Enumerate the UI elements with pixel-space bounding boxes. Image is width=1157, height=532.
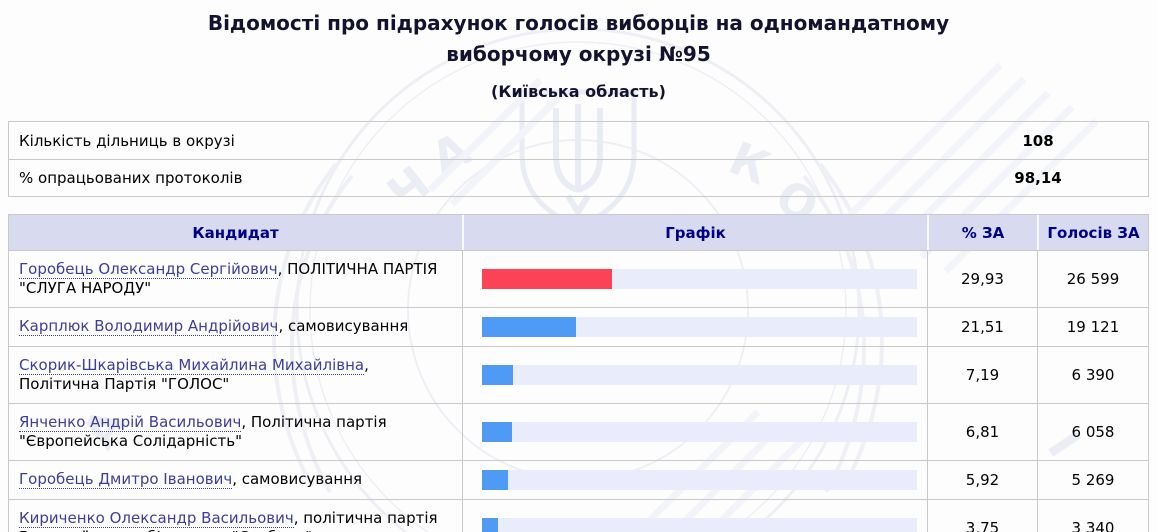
percent-cell: 7,19 <box>927 347 1037 403</box>
candidate-row: Горобець Дмитро Іванович, самовисування … <box>9 460 1148 499</box>
vote-bar-track <box>482 422 917 442</box>
candidate-row: Янченко Андрій Васильович, Політична пар… <box>9 403 1148 460</box>
vote-bar <box>482 470 508 490</box>
candidate-cell: Янченко Андрій Васильович, Політична пар… <box>9 404 462 460</box>
summary-row-protocols: % опрацьованих протоколів 98,14 <box>9 159 1148 196</box>
candidate-row: Горобець Олександр Сергійович, ПОЛІТИЧНА… <box>9 250 1148 307</box>
graph-cell <box>462 347 927 403</box>
candidate-cell: Горобець Олександр Сергійович, ПОЛІТИЧНА… <box>9 251 462 307</box>
summary-value: 98,14 <box>1014 169 1062 187</box>
candidate-row: Кириченко Олександр Васильович, політичн… <box>9 499 1148 532</box>
candidate-link[interactable]: Кириченко Олександр Васильович <box>19 509 294 528</box>
votes-cell: 5 269 <box>1037 461 1148 499</box>
column-header-candidate: Кандидат <box>192 223 279 242</box>
vote-bar <box>482 269 613 289</box>
summary-row-precincts: Кількість дільниць в окрузі 108 <box>9 122 1148 159</box>
results-table: Кандидат Графік % ЗА Голосів ЗА Горобець… <box>8 214 1149 532</box>
vote-bar-track <box>482 470 917 490</box>
votes-cell: 19 121 <box>1037 308 1148 346</box>
vote-bar <box>482 422 512 442</box>
graph-cell <box>462 500 927 532</box>
candidate-party: , самовисування <box>278 317 409 335</box>
vote-bar-track <box>482 317 917 337</box>
candidate-row: Скорик-Шкарівська Михайлина Михайлівна, … <box>9 346 1148 403</box>
summary-value: 108 <box>1022 131 1054 150</box>
graph-cell <box>462 404 927 460</box>
votes-cell: 6 058 <box>1037 404 1148 460</box>
graph-cell <box>462 461 927 499</box>
vote-bar <box>482 518 499 532</box>
candidate-link[interactable]: Скорик-Шкарівська Михайлина Михайлівна <box>19 356 365 375</box>
candidate-cell: Кириченко Олександр Васильович, політичн… <box>9 500 462 532</box>
graph-cell <box>462 251 927 307</box>
candidate-cell: Скорик-Шкарівська Михайлина Михайлівна, … <box>9 347 462 403</box>
summary-label: Кількість дільниць в окрузі <box>19 131 235 150</box>
column-header-graph: Графік <box>462 215 927 250</box>
candidate-link[interactable]: Янченко Андрій Васильович <box>19 413 242 432</box>
percent-cell: 21,51 <box>927 308 1037 346</box>
vote-bar-track <box>482 269 917 289</box>
candidate-link[interactable]: Горобець Олександр Сергійович <box>19 260 278 279</box>
column-header-percent: % ЗА <box>927 215 1037 250</box>
percent-cell: 5,92 <box>927 461 1037 499</box>
summary-label: % опрацьованих протоколів <box>19 169 243 187</box>
percent-cell: 3,75 <box>927 500 1037 532</box>
candidate-link[interactable]: Карплюк Володимир Андрійович <box>19 317 279 336</box>
votes-cell: 6 390 <box>1037 347 1148 403</box>
candidate-party: , самовисування <box>232 470 363 488</box>
votes-cell: 26 599 <box>1037 251 1148 307</box>
percent-cell: 29,93 <box>927 251 1037 307</box>
page-title: Відомості про підрахунок голосів виборці… <box>207 11 950 66</box>
vote-bar-track <box>482 365 917 385</box>
votes-cell: 3 340 <box>1037 500 1148 532</box>
page-subtitle: (Київська область) <box>491 82 666 101</box>
percent-cell: 6,81 <box>927 404 1037 460</box>
candidate-cell: Карплюк Володимир Андрійович, самовисува… <box>9 308 462 346</box>
candidate-link[interactable]: Горобець Дмитро Іванович <box>19 470 233 489</box>
candidate-row: Карплюк Володимир Андрійович, самовисува… <box>9 307 1148 346</box>
column-header-votes: Голосів ЗА <box>1037 215 1148 250</box>
results-table-header: Кандидат Графік % ЗА Голосів ЗА <box>9 215 1148 250</box>
candidate-cell: Горобець Дмитро Іванович, самовисування <box>9 461 462 499</box>
vote-bar <box>482 317 576 337</box>
vote-bar <box>482 365 514 385</box>
summary-table: Кількість дільниць в окрузі 108 % опраць… <box>8 121 1149 197</box>
vote-bar-track <box>482 518 917 532</box>
graph-cell <box>462 308 927 346</box>
